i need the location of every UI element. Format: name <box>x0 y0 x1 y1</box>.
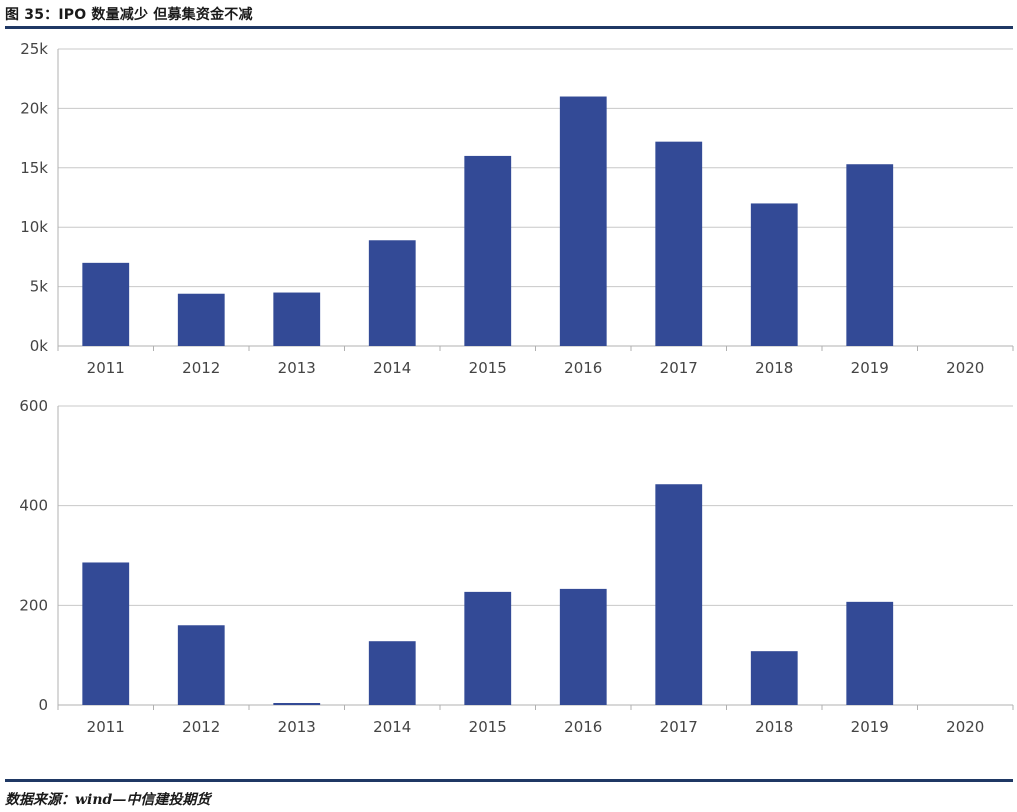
x-tick-label: 2017 <box>660 359 698 377</box>
x-tick-label: 2020 <box>946 359 984 377</box>
bar-2013 <box>273 292 321 346</box>
bar-2015 <box>464 155 512 346</box>
x-tick-label: 2019 <box>851 359 889 377</box>
x-tick-label: 2018 <box>755 359 793 377</box>
x-tick-label: 2014 <box>373 718 411 736</box>
bar-2017 <box>655 141 703 346</box>
bar-2013 <box>273 703 321 705</box>
y-tick-label: 20k <box>20 99 48 117</box>
bar-2012 <box>177 625 225 705</box>
ipo-funds-bar-chart: 0 200 400 600 2011 2012 2013 2014 2015 2016 2017 20… <box>19 397 1014 736</box>
bar-2012 <box>177 293 225 346</box>
x-tick-label: 2011 <box>87 359 125 377</box>
x-tick-label: 2015 <box>469 718 507 736</box>
ipo-count-bar-chart: 0k 5k 10k 15k 20k 25k 2011 2012 2013 2014 2015 2016… <box>20 40 1014 377</box>
bar-2019 <box>846 164 894 346</box>
bar-2014 <box>368 240 416 346</box>
bar-2019 <box>846 601 894 705</box>
y-tick-label: 600 <box>19 397 48 415</box>
x-tick-label: 2011 <box>87 718 125 736</box>
x-tick-label: 2014 <box>373 359 411 377</box>
bar-2015 <box>464 591 512 705</box>
bar-2014 <box>368 641 416 705</box>
bar-2016 <box>559 588 607 705</box>
x-tick-label: 2016 <box>564 359 602 377</box>
y-tick-label: 15k <box>20 159 48 177</box>
y-tick-label: 5k <box>30 278 49 296</box>
bar-2017 <box>655 484 703 705</box>
x-tick-label: 2013 <box>278 718 316 736</box>
y-tick-label: 25k <box>20 40 48 58</box>
x-tick-label: 2013 <box>278 359 316 377</box>
x-tick-label: 2015 <box>469 359 507 377</box>
bar-2016 <box>559 96 607 346</box>
y-tick-label: 0k <box>30 337 49 355</box>
title-rule <box>5 26 1013 29</box>
x-tick-label: 2012 <box>182 718 220 736</box>
bar-2011 <box>82 262 130 346</box>
bar-2018 <box>750 651 798 705</box>
figure-title: 图 35：IPO 数量减少 但募集资金不减 <box>5 7 253 23</box>
y-tick-label: 10k <box>20 218 48 236</box>
x-tick-label: 2020 <box>946 718 984 736</box>
bar-2011 <box>82 562 130 705</box>
source-note: 数据来源：wind—中信建投期货 <box>5 792 211 808</box>
x-tick-label: 2017 <box>660 718 698 736</box>
bar-2018 <box>750 203 798 346</box>
x-tick-label: 2019 <box>851 718 889 736</box>
source-rule <box>5 779 1013 782</box>
x-tick-label: 2018 <box>755 718 793 736</box>
y-tick-label: 400 <box>19 497 48 515</box>
x-tick-label: 2012 <box>182 359 220 377</box>
y-tick-label: 200 <box>19 596 48 614</box>
y-tick-label: 0 <box>38 696 48 714</box>
x-tick-label: 2016 <box>564 718 602 736</box>
